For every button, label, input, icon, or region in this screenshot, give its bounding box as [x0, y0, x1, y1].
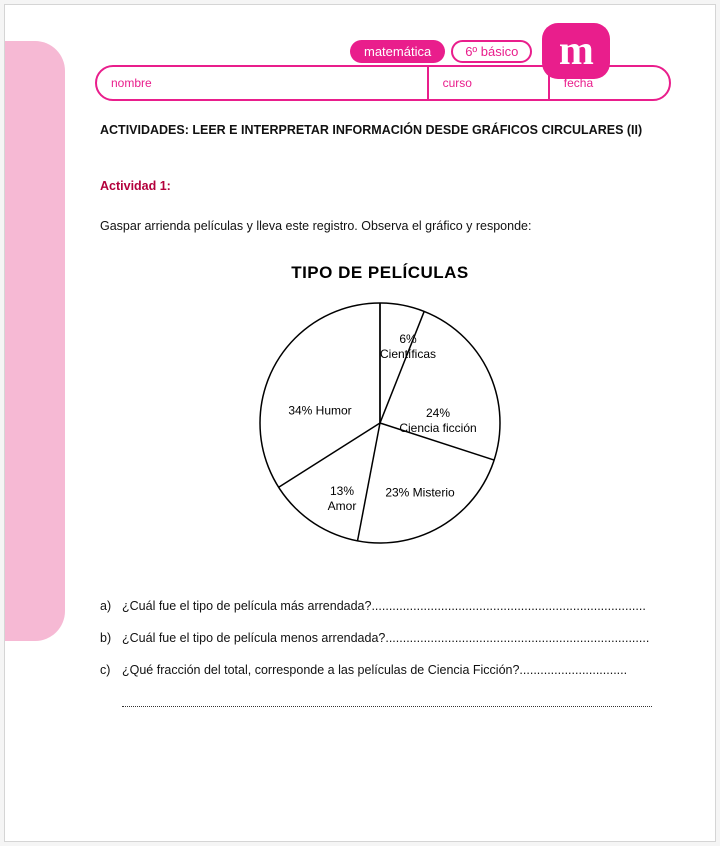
activity-label: Actividad 1:: [100, 179, 660, 193]
slice-label: 23% Misterio: [385, 486, 454, 501]
fecha-field[interactable]: fecha: [550, 67, 669, 99]
page-title: ACTIVIDADES: LEER E INTERPRETAR INFORMAC…: [100, 123, 660, 137]
question-b: b) ¿Cuál fue el tipo de película menos a…: [100, 631, 660, 645]
curso-field[interactable]: curso: [429, 67, 550, 99]
form-bar: nombre curso fecha: [95, 65, 671, 101]
questions: a) ¿Cuál fue el tipo de película más arr…: [100, 599, 660, 707]
slice-label: 13%Amor: [328, 484, 357, 514]
question-text: ¿Cuál fue el tipo de película más arrend…: [122, 599, 646, 613]
question-letter: b): [100, 631, 122, 645]
question-a: a) ¿Cuál fue el tipo de película más arr…: [100, 599, 660, 613]
slice-label: 6%Científicas: [380, 332, 436, 362]
question-c: c) ¿Qué fracción del total, corresponde …: [100, 663, 660, 677]
grade-pill: 6º básico: [451, 40, 532, 63]
pie-chart: 6%Científicas 24%Ciencia ficción 23% Miste…: [250, 293, 510, 553]
nombre-field[interactable]: nombre: [97, 67, 429, 99]
activity-instruction: Gaspar arrienda películas y lleva este r…: [100, 219, 660, 233]
decorative-sidebar: [5, 41, 65, 641]
subject-pill: matemática: [350, 40, 445, 63]
question-letter: c): [100, 663, 122, 677]
question-text: ¿Qué fracción del total, corresponde a l…: [122, 663, 627, 677]
slice-label: 34% Humor: [288, 404, 351, 419]
answer-line[interactable]: [122, 695, 652, 707]
content: ACTIVIDADES: LEER E INTERPRETAR INFORMAC…: [100, 123, 660, 707]
question-letter: a): [100, 599, 122, 613]
chart-zone: TIPO DE PELÍCULAS 6%Científicas 24%Cienci…: [100, 263, 660, 553]
question-text: ¿Cuál fue el tipo de película menos arre…: [122, 631, 649, 645]
page: matemática 6º básico m nombre curso fech…: [4, 4, 716, 842]
slice-label: 24%Ciencia ficción: [399, 406, 476, 436]
chart-title: TIPO DE PELÍCULAS: [100, 263, 660, 283]
